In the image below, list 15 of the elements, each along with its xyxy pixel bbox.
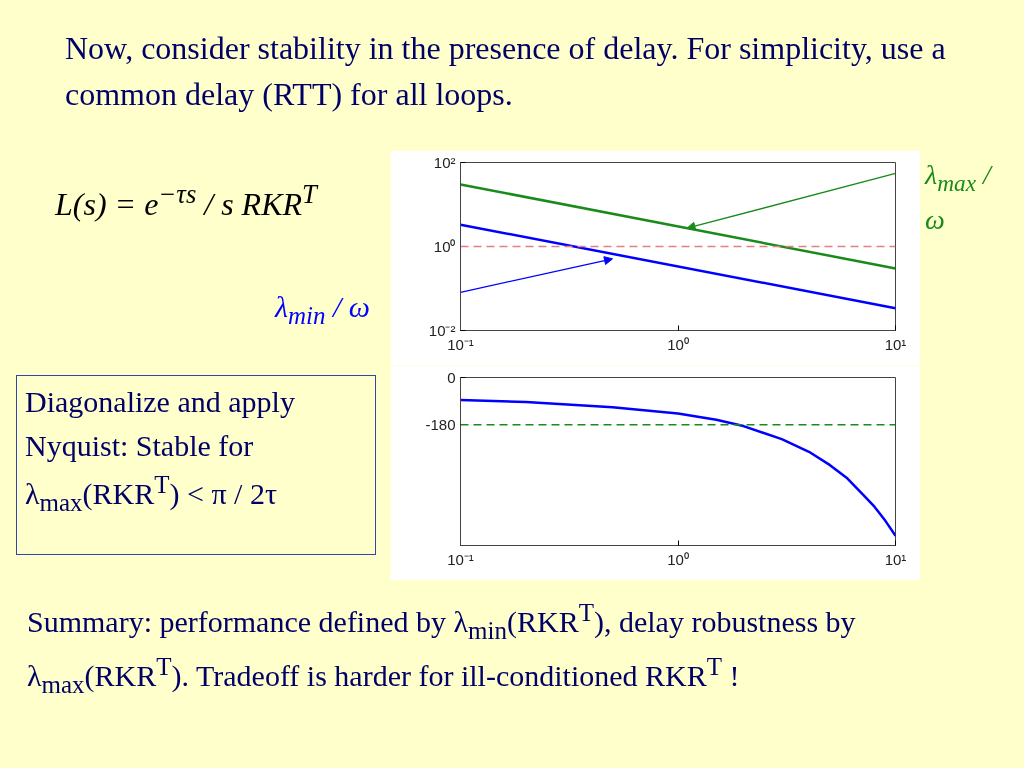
y-tick-label: 0: [447, 368, 456, 386]
text: λ$_{min}$ / ω: [275, 289, 371, 331]
y-tick-label: 10²: [433, 154, 456, 171]
text: Summary: performance defined by λ$_{min}$(RKR$^{T}$), delay robustness by λ$_{max}$(RKR$^{T}$). Tradeoff is harder for ill-conditioned RKR$^{T}$ !: [27, 599, 856, 699]
x-tick-label: 10¹: [884, 335, 907, 353]
x-tick-label: 10¹: [884, 550, 907, 568]
chart-title: Now, consider stability in the presence of delay. For simplicity, use a common delay (RTT) for all loops.: [65, 29, 947, 115]
x-tick-label: 10⁻¹: [447, 550, 474, 568]
y-tick-label: -180: [425, 415, 456, 433]
x-tick-label: 10⁰: [667, 335, 689, 353]
text: L(s) = e$^{−τs}$ / s RKR$^{T}$: [55, 178, 317, 224]
text: Diagonalize and apply Nyquist: Stable for λ$_{max}$(RKR$^{T}$) < π / 2τ: [25, 384, 296, 518]
y-tick-label: 10⁰: [433, 238, 456, 255]
text: λ$_{max}$ / ω: [925, 159, 991, 236]
x-tick-label: 10⁰: [667, 550, 689, 568]
